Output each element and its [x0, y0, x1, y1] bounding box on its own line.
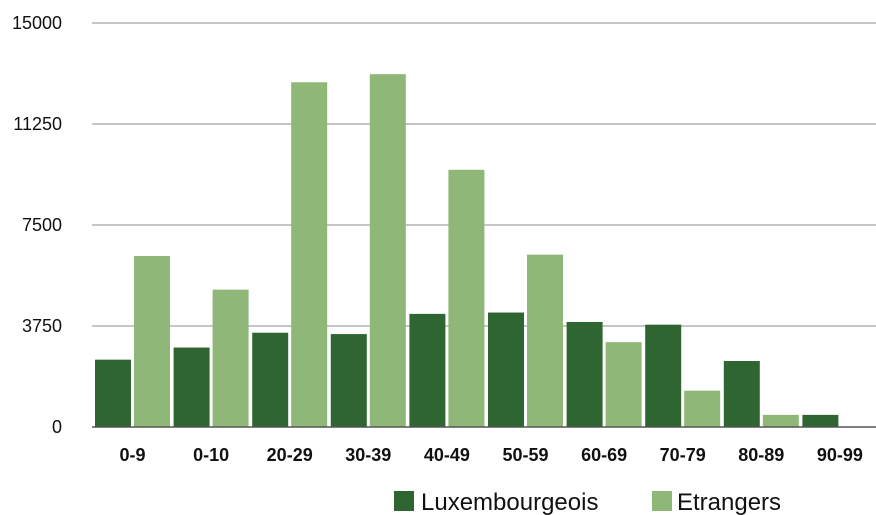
bar-luxembourgeois-40-49 — [409, 313, 446, 427]
bars — [95, 74, 839, 428]
legend-swatch-etrangers — [652, 491, 672, 511]
bar-luxembourgeois-30-39 — [330, 334, 367, 427]
x-tick-label: 60-69 — [581, 445, 627, 465]
bar-luxembourgeois-70-79 — [645, 324, 682, 427]
bar-etrangers-60-69 — [605, 342, 642, 427]
y-tick-label: 15000 — [12, 13, 62, 33]
bar-etrangers-20-29 — [291, 82, 328, 428]
bar-etrangers-0-9 — [134, 255, 170, 427]
bar-luxembourgeois-50-59 — [488, 312, 524, 427]
y-tick-label: 0 — [52, 417, 62, 437]
bar-luxembourgeois-80-89 — [723, 361, 760, 427]
legend: Luxembourgeois Etrangers — [394, 489, 781, 515]
x-tick-label: 0-10 — [193, 445, 229, 465]
bar-etrangers-40-49 — [448, 169, 485, 427]
x-tick-label: 40-49 — [424, 445, 470, 465]
y-tick-label: 7500 — [22, 215, 62, 235]
x-axis-ticks: 0-9 0-10 20-29 30-39 40-49 50-59 60-69 70-79 80-… — [119, 445, 862, 465]
bar-etrangers-70-79 — [684, 390, 721, 427]
x-tick-label: 50-59 — [502, 445, 548, 465]
bar-luxembourgeois-0-9 — [95, 359, 131, 427]
bar-etrangers-80-89 — [762, 414, 799, 427]
bar-luxembourgeois-60-69 — [566, 321, 603, 427]
x-tick-label: 70-79 — [660, 445, 706, 465]
y-axis-ticks: 0 3750 7500 11250 15000 — [12, 13, 62, 437]
bar-luxembourgeois-90-99 — [802, 414, 839, 427]
x-tick-label: 30-39 — [345, 445, 391, 465]
legend-label-etrangers: Etrangers — [677, 489, 781, 515]
y-tick-label: 11250 — [13, 114, 62, 134]
x-tick-label: 0-9 — [119, 445, 145, 465]
bar-etrangers-0-10 — [212, 289, 249, 427]
legend-swatch-luxembourgeois — [394, 491, 414, 511]
legend-label-luxembourgeois: Luxembourgeois — [421, 489, 598, 515]
x-tick-label: 20-29 — [267, 445, 313, 465]
bar-etrangers-50-59 — [527, 254, 563, 427]
bar-luxembourgeois-0-10 — [173, 347, 210, 427]
x-tick-label: 90-99 — [817, 445, 863, 465]
bar-luxembourgeois-20-29 — [252, 332, 289, 427]
bar-etrangers-30-39 — [369, 74, 406, 427]
y-tick-label: 3750 — [22, 316, 62, 336]
x-tick-label: 80-89 — [738, 445, 784, 465]
